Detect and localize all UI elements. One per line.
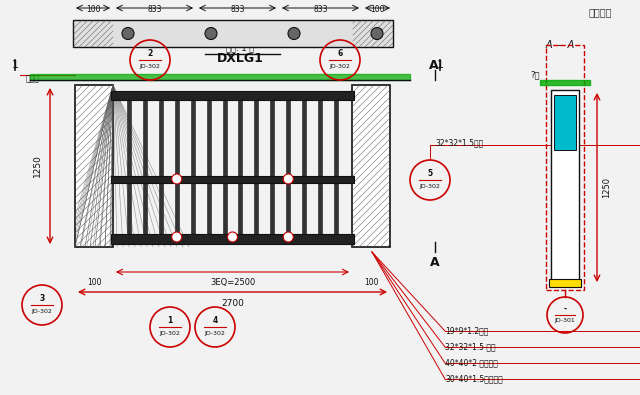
Circle shape <box>284 232 293 242</box>
Text: ?面: ?面 <box>531 70 540 79</box>
Text: A: A <box>429 58 439 71</box>
Text: JD-302: JD-302 <box>420 184 440 189</box>
Text: 32*32*1.5 钢管: 32*32*1.5 钢管 <box>445 342 495 351</box>
Bar <box>302 100 306 236</box>
Text: DXLG1: DXLG1 <box>216 51 264 64</box>
Bar <box>223 100 227 236</box>
Text: 2: 2 <box>147 49 152 58</box>
Circle shape <box>172 232 182 242</box>
Text: 833: 833 <box>147 5 162 14</box>
Bar <box>159 100 163 236</box>
Text: 5: 5 <box>428 169 433 178</box>
Text: A: A <box>430 256 440 269</box>
Circle shape <box>227 232 237 242</box>
Text: 833: 833 <box>313 5 328 14</box>
Text: 1250: 1250 <box>602 177 611 198</box>
Text: JD-302: JD-302 <box>205 331 225 336</box>
Text: JD-301: JD-301 <box>555 318 575 323</box>
Bar <box>127 100 131 236</box>
Bar <box>175 100 179 236</box>
Bar <box>111 176 354 183</box>
Bar <box>334 100 338 236</box>
Text: 2700: 2700 <box>221 299 244 308</box>
Bar <box>111 91 354 100</box>
Text: 40*40*2 钢板矩管: 40*40*2 钢板矩管 <box>445 358 498 367</box>
Text: JD-302: JD-302 <box>159 331 180 336</box>
Bar <box>546 45 584 290</box>
Text: 1: 1 <box>12 60 19 70</box>
Circle shape <box>172 174 182 184</box>
Bar <box>270 100 275 236</box>
Circle shape <box>371 28 383 40</box>
Text: 1250: 1250 <box>33 154 42 177</box>
Text: 3EQ=2500: 3EQ=2500 <box>210 278 255 287</box>
Bar <box>254 100 259 236</box>
Text: 1: 1 <box>436 60 444 70</box>
Bar <box>352 85 390 247</box>
Text: -: - <box>563 305 566 314</box>
Circle shape <box>205 28 217 40</box>
Text: JD-302: JD-302 <box>31 309 52 314</box>
Text: 1: 1 <box>168 316 173 325</box>
Bar <box>73 20 393 47</box>
Text: JD-302: JD-302 <box>140 64 161 69</box>
Bar <box>143 100 147 236</box>
Bar <box>207 100 211 236</box>
Text: JD-302: JD-302 <box>330 64 351 69</box>
Circle shape <box>288 28 300 40</box>
Text: 金丁施工: 金丁施工 <box>588 7 612 17</box>
Text: 数量: 1 套: 数量: 1 套 <box>226 43 254 53</box>
Text: 完成面: 完成面 <box>26 75 40 83</box>
Text: 32*32*1.5钢管: 32*32*1.5钢管 <box>435 138 483 147</box>
Text: 100: 100 <box>87 278 101 287</box>
Bar <box>111 234 354 244</box>
Bar <box>191 100 195 236</box>
Circle shape <box>122 28 134 40</box>
Bar <box>551 90 579 285</box>
Text: 6: 6 <box>337 49 342 58</box>
Circle shape <box>284 174 293 184</box>
Bar <box>318 100 322 236</box>
Bar <box>549 279 581 287</box>
Bar <box>286 100 291 236</box>
Text: 833: 833 <box>230 5 244 14</box>
Text: 4: 4 <box>212 316 218 325</box>
Bar <box>554 95 576 150</box>
Text: 100: 100 <box>86 5 100 14</box>
Text: 100: 100 <box>371 5 385 14</box>
Text: A — A: A — A <box>545 40 575 50</box>
Text: 30*40*1.5钢管斜撑: 30*40*1.5钢管斜撑 <box>445 374 503 383</box>
Bar <box>75 85 113 247</box>
Text: 3: 3 <box>40 294 45 303</box>
Text: 100: 100 <box>364 278 378 287</box>
Text: 19*9*1.2钢管: 19*9*1.2钢管 <box>445 326 488 335</box>
Bar <box>239 100 243 236</box>
